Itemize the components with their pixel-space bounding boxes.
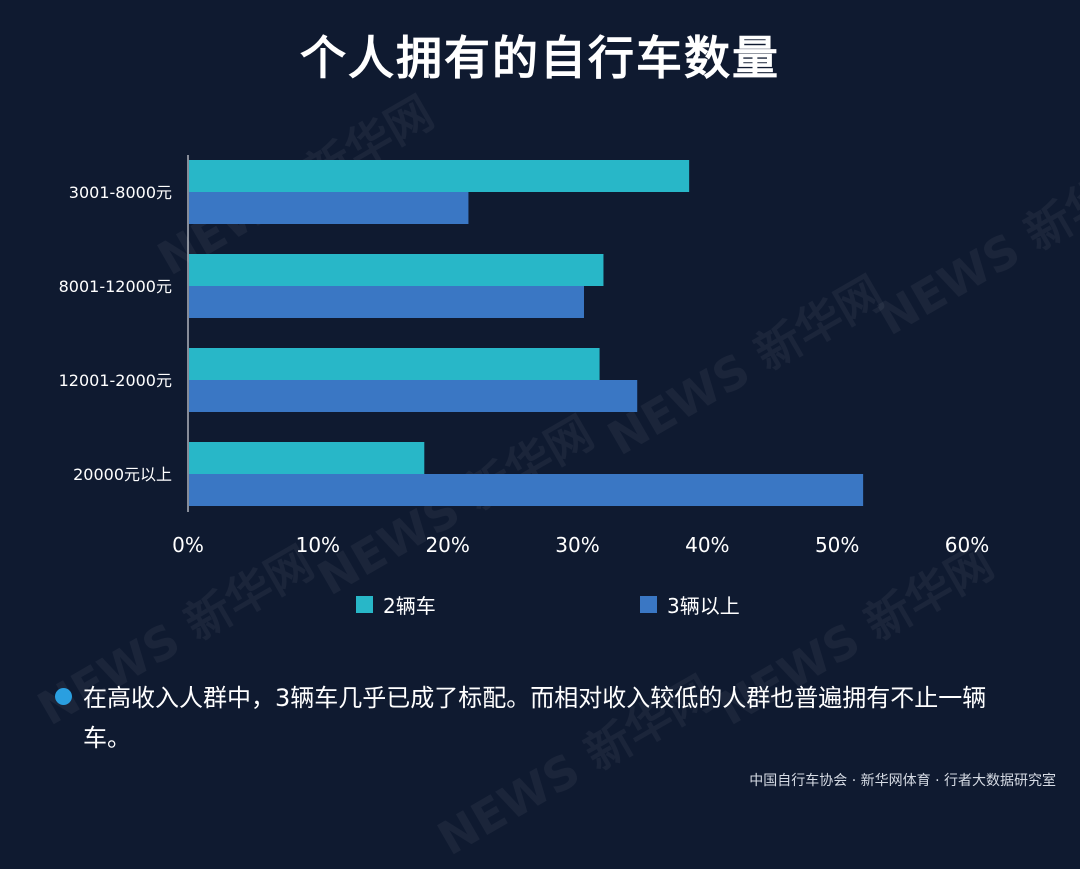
legend-label: 3辆以上: [667, 594, 740, 618]
bar-chart: 3001-8000元 8001-12000元 12001-2000元 20000元以上…: [59, 155, 989, 557]
category-label: 3001-8000元: [69, 183, 172, 202]
bar: [189, 286, 584, 318]
x-tick-label: 20%: [425, 533, 469, 557]
legend-item-3-plus-cars: 3辆以上: [640, 590, 740, 619]
x-tick-label: 10%: [296, 533, 340, 557]
legend-swatch: [356, 596, 373, 613]
bar: [189, 160, 690, 192]
bar: [189, 380, 638, 412]
note-text: 在高收入人群中，3辆车几乎已成了标配。而相对收入较低的人群也普遍拥有不止一辆车。: [83, 684, 987, 752]
bar: [189, 254, 604, 286]
category-label: 12001-2000元: [59, 371, 172, 390]
legend-swatch: [640, 596, 657, 613]
x-tick-label: 50%: [815, 533, 859, 557]
category-label: 8001-12000元: [59, 277, 172, 296]
category-label: 20000元以上: [73, 465, 172, 484]
insight-note: 在高收入人群中，3辆车几乎已成了标配。而相对收入较低的人群也普遍拥有不止一辆车。: [55, 678, 1015, 758]
x-tick-label: 60%: [945, 533, 989, 557]
chart-title: 个人拥有的自行车数量: [300, 31, 780, 85]
bar: [189, 348, 600, 380]
x-tick-label: 40%: [685, 533, 729, 557]
legend-item-2-cars: 2辆车: [356, 590, 436, 619]
x-tick-label: 30%: [555, 533, 599, 557]
bar: [189, 192, 469, 224]
legend-label: 2辆车: [383, 594, 436, 618]
source-footer: 中国自行车协会 · 新华网体育 · 行者大数据研究室: [749, 773, 1056, 789]
bar: [189, 474, 864, 506]
x-tick-label: 0%: [172, 533, 204, 557]
bar: [189, 442, 425, 474]
bullet-icon: [55, 688, 72, 705]
